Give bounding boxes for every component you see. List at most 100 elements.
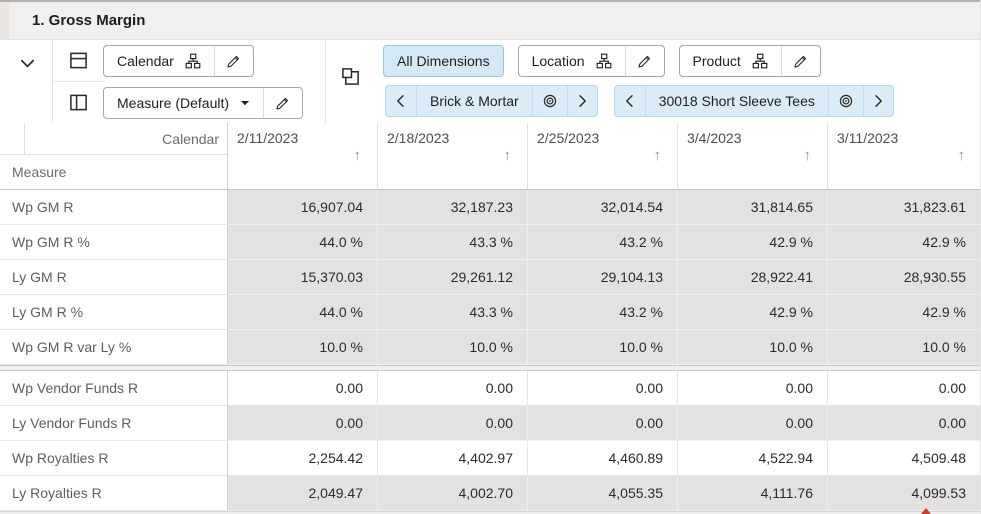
- data-cell[interactable]: 0.00: [228, 406, 378, 441]
- sort-ascending-icon[interactable]: ↑: [503, 147, 512, 164]
- column-header[interactable]: 3/4/2023 ↑: [678, 123, 828, 189]
- data-cell[interactable]: 4,460.89: [528, 441, 678, 476]
- location-previous-button[interactable]: [386, 86, 416, 116]
- data-cell[interactable]: 31,823.61: [828, 190, 980, 225]
- row-header[interactable]: Wp GM R: [0, 190, 228, 225]
- data-cell[interactable]: 10.0 %: [678, 330, 828, 365]
- data-cell[interactable]: 0.00: [828, 406, 980, 441]
- alert-marker-icon: [921, 508, 931, 514]
- data-cell[interactable]: 0.00: [828, 371, 980, 406]
- table-row: Wp GM R 16,907.04 32,187.23 32,014.54 31…: [0, 190, 980, 225]
- column-header[interactable]: 2/18/2023 ↑: [378, 123, 528, 189]
- data-cell[interactable]: 0.00: [678, 371, 828, 406]
- segment-divider: [624, 46, 626, 76]
- data-cell[interactable]: 43.3 %: [378, 225, 528, 260]
- data-cell[interactable]: 44.0 %: [228, 295, 378, 330]
- data-cell[interactable]: 28,930.55: [828, 260, 980, 295]
- product-next-button[interactable]: [862, 86, 893, 116]
- all-dimensions-button[interactable]: All Dimensions: [383, 45, 504, 77]
- data-cell[interactable]: 10.0 %: [378, 330, 528, 365]
- data-cell[interactable]: 0.00: [378, 406, 528, 441]
- data-cell[interactable]: 42.9 %: [828, 225, 980, 260]
- row-header[interactable]: Ly GM R: [0, 260, 228, 295]
- data-cell[interactable]: 0.00: [528, 406, 678, 441]
- data-cell[interactable]: 43.3 %: [378, 295, 528, 330]
- row-header[interactable]: Wp GM R var Ly %: [0, 330, 228, 365]
- data-cell[interactable]: 4,002.70: [378, 476, 528, 511]
- data-cell[interactable]: 0.00: [678, 406, 828, 441]
- sort-ascending-icon[interactable]: ↑: [957, 147, 966, 164]
- columns-axis-icon: [54, 93, 103, 112]
- row-header[interactable]: Ly Vendor Funds R: [0, 406, 228, 441]
- data-cell[interactable]: 0.00: [528, 371, 678, 406]
- data-cell[interactable]: 42.9 %: [828, 295, 980, 330]
- product-edit-button[interactable]: [782, 46, 820, 76]
- location-edit-button[interactable]: [626, 46, 664, 76]
- row-axis-dimension-button[interactable]: Calendar: [104, 46, 214, 76]
- data-cell[interactable]: 43.2 %: [528, 225, 678, 260]
- data-cell[interactable]: 29,261.12: [378, 260, 528, 295]
- data-cell[interactable]: 28,922.41: [678, 260, 828, 295]
- chevron-left-icon: [393, 93, 409, 109]
- location-focus-button[interactable]: [531, 86, 567, 116]
- product-page-edge-label[interactable]: 30018 Short Sleeve Tees: [644, 86, 828, 116]
- product-page-edge-tile: 30018 Short Sleeve Tees: [613, 85, 894, 117]
- location-page-edge-label[interactable]: Brick & Mortar: [416, 86, 532, 116]
- data-cell[interactable]: 42.9 %: [678, 295, 828, 330]
- column-header-label: 2/25/2023: [537, 130, 600, 146]
- column-header-label: 3/4/2023: [687, 130, 742, 146]
- pencil-icon: [226, 53, 242, 69]
- data-cell[interactable]: 4,111.76: [678, 476, 828, 511]
- measure-dropdown[interactable]: Measure (Default): [104, 88, 263, 118]
- data-cell[interactable]: 4,099.53: [828, 476, 980, 511]
- location-label: Location: [531, 53, 585, 69]
- sort-ascending-icon[interactable]: ↑: [803, 147, 812, 164]
- data-cell[interactable]: 10.0 %: [528, 330, 678, 365]
- data-cell[interactable]: 0.00: [228, 371, 378, 406]
- location-next-button[interactable]: [566, 86, 597, 116]
- data-cell[interactable]: 4,509.48: [828, 441, 980, 476]
- column-header[interactable]: 2/11/2023 ↑: [228, 123, 378, 189]
- data-cell[interactable]: 32,187.23: [378, 190, 528, 225]
- data-cell[interactable]: 15,370.03: [228, 260, 378, 295]
- data-cell[interactable]: 31,814.65: [678, 190, 828, 225]
- corner-mini-cell: [0, 123, 25, 154]
- data-cell[interactable]: 32,014.54: [528, 190, 678, 225]
- data-cell[interactable]: 4,402.97: [378, 441, 528, 476]
- data-cell[interactable]: 42.9 %: [678, 225, 828, 260]
- product-dimension-button[interactable]: Product: [680, 46, 781, 76]
- row-header[interactable]: Ly GM R %: [0, 295, 228, 330]
- data-cell[interactable]: 10.0 %: [828, 330, 980, 365]
- chevron-down-icon: [18, 54, 37, 73]
- hierarchy-icon: [752, 53, 768, 69]
- column-header[interactable]: 3/11/2023 ↑: [828, 123, 980, 189]
- toolbar-row-divider: [54, 81, 103, 82]
- row-header[interactable]: Ly Royalties R: [0, 476, 228, 511]
- data-cell[interactable]: 44.0 %: [228, 225, 378, 260]
- product-focus-button[interactable]: [827, 86, 863, 116]
- row-header[interactable]: Wp Royalties R: [0, 441, 228, 476]
- column-header[interactable]: 2/25/2023 ↑: [528, 123, 678, 189]
- data-cell[interactable]: 29,104.13: [528, 260, 678, 295]
- data-cell[interactable]: 0.00: [378, 371, 528, 406]
- corner-top-row: Calendar: [0, 123, 227, 155]
- row-header[interactable]: Wp Vendor Funds R: [0, 371, 228, 406]
- data-cell[interactable]: 4,522.94: [678, 441, 828, 476]
- table-row: Ly Vendor Funds R 0.00 0.00 0.00 0.00 0.…: [0, 406, 980, 441]
- data-cell[interactable]: 43.2 %: [528, 295, 678, 330]
- data-cell[interactable]: 10.0 %: [228, 330, 378, 365]
- table-row: Wp GM R var Ly % 10.0 % 10.0 % 10.0 % 10…: [0, 330, 980, 365]
- location-dimension-button[interactable]: Location: [519, 46, 625, 76]
- sort-ascending-icon[interactable]: ↑: [653, 147, 662, 164]
- product-previous-button[interactable]: [615, 86, 645, 116]
- data-cell[interactable]: 2,049.47: [228, 476, 378, 511]
- data-cell[interactable]: 4,055.35: [528, 476, 678, 511]
- sort-ascending-icon[interactable]: ↑: [353, 147, 362, 164]
- data-cell[interactable]: 16,907.04: [228, 190, 378, 225]
- data-cell[interactable]: 2,254.42: [228, 441, 378, 476]
- row-header[interactable]: Wp GM R %: [0, 225, 228, 260]
- column-axis-edit-button[interactable]: [264, 88, 302, 118]
- row-axis-edit-button[interactable]: [215, 46, 253, 76]
- page-axis-icon: [341, 67, 360, 86]
- collapse-toolbar-button[interactable]: [16, 52, 38, 74]
